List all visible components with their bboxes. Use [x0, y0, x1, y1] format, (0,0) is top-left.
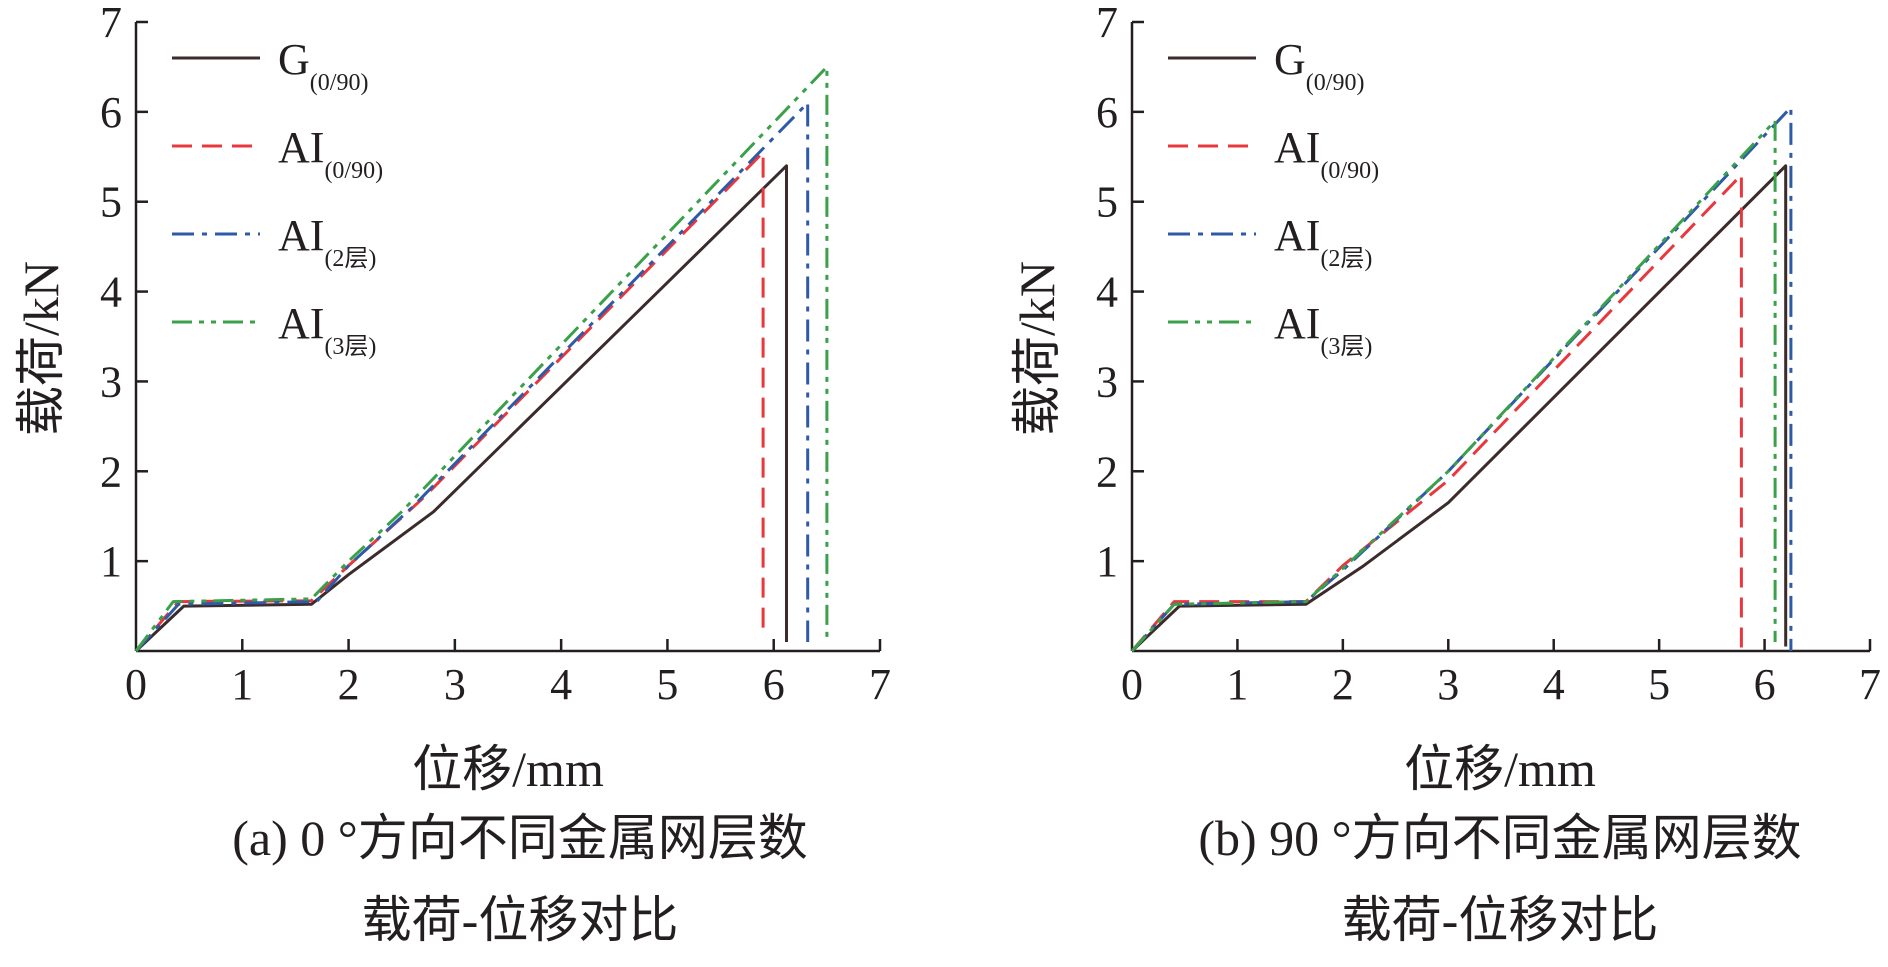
caption-line-2: 载荷-位移对比	[1342, 892, 1659, 948]
y-tick-label: 2	[100, 447, 122, 496]
y-tick-label: 3	[100, 357, 122, 406]
x-tick-label: 3	[1437, 660, 1459, 709]
legend-label: G(0/90)	[278, 35, 368, 96]
y-tick-label: 4	[1096, 268, 1118, 317]
legend-label-main: G	[1274, 35, 1306, 84]
x-axis-label: 位移/mm	[1404, 741, 1596, 797]
series-line-3	[1130, 105, 1793, 653]
legend-label: AI(0/90)	[278, 123, 383, 184]
series-line-2	[1130, 173, 1743, 652]
legend-label-main: G	[278, 35, 310, 84]
y-tick-label: 4	[100, 268, 122, 317]
x-tick-label: 1	[1226, 660, 1248, 709]
y-tick-label: 6	[100, 88, 122, 137]
series-line-1	[1130, 164, 1788, 653]
y-tick-label: 7	[1096, 0, 1118, 47]
y-tick-label: 7	[100, 0, 122, 47]
chart-panel-a: 0 1 2 3 4 5 6 71234567位移/mm载荷/kNG(0/90)AI(0/90)…	[13, 0, 891, 948]
series-line-4	[1130, 119, 1777, 653]
x-tick-label: 2	[1332, 660, 1354, 709]
y-axis-label: 载荷/kN	[1009, 261, 1065, 436]
legend-label: AI(2层)	[1274, 211, 1372, 272]
y-axis-label: 载荷/kN	[13, 261, 69, 436]
x-tick-label: 4	[1543, 660, 1565, 709]
x-tick-label: 6	[763, 660, 785, 709]
chart-panel-b: 0 1 2 3 4 5 6 71234567位移/mm载荷/kNG(0/90)AI(0/90)…	[1009, 0, 1881, 948]
legend-label-sub: (2层)	[1320, 246, 1372, 272]
x-tick-label: 7	[1859, 660, 1881, 709]
legend-label: AI(3层)	[278, 299, 376, 360]
legend-label-main: AI	[1274, 299, 1320, 348]
x-tick-label: 4	[550, 660, 572, 709]
caption-line-1: (a) 0 °方向不同金属网层数	[232, 810, 808, 866]
legend-label-sub: (0/90)	[324, 158, 383, 184]
y-tick-label: 6	[1096, 88, 1118, 137]
y-tick-label: 3	[1096, 357, 1118, 406]
legend: G(0/90)AI(0/90)AI(2层)AI(3层)	[172, 35, 383, 360]
legend-label-sub: (0/90)	[1306, 70, 1365, 96]
legend-label-sub: (0/90)	[310, 70, 369, 96]
x-tick-label: 6	[1754, 660, 1776, 709]
y-tick-label: 5	[1096, 178, 1118, 227]
legend-label: G(0/90)	[1274, 35, 1364, 96]
legend-label-main: AI	[278, 299, 324, 348]
legend-label: AI(3层)	[1274, 299, 1372, 360]
x-tick-label: 0	[125, 660, 147, 709]
legend-label-main: AI	[1274, 123, 1320, 172]
legend-label-sub: (2层)	[324, 246, 376, 272]
x-tick-label: 2	[338, 660, 360, 709]
series-line-2	[134, 150, 765, 652]
x-tick-label: 1	[231, 660, 253, 709]
y-tick-label: 5	[100, 178, 122, 227]
x-tick-label: 0	[1121, 660, 1143, 709]
x-tick-label: 5	[1648, 660, 1670, 709]
x-tick-label: 5	[656, 660, 678, 709]
x-tick-label: 7	[869, 660, 891, 709]
y-tick-label: 1	[1096, 537, 1118, 586]
legend-label-main: AI	[278, 123, 324, 172]
caption-line-1: (b) 90 °方向不同金属网层数	[1198, 810, 1801, 866]
y-tick-label: 1	[100, 537, 122, 586]
legend-label-sub: (3层)	[324, 334, 376, 360]
series-line-4	[134, 65, 829, 652]
legend-label: AI(0/90)	[1274, 123, 1379, 184]
legend-label: AI(2层)	[278, 211, 376, 272]
legend-label-sub: (0/90)	[1320, 158, 1379, 184]
legend-label-main: AI	[1274, 211, 1320, 260]
legend: G(0/90)AI(0/90)AI(2层)AI(3层)	[1168, 35, 1379, 360]
caption-line-2: 载荷-位移对比	[362, 892, 679, 948]
x-axis-label: 位移/mm	[412, 741, 604, 797]
legend-label-sub: (3层)	[1320, 334, 1372, 360]
series-line-3	[134, 101, 810, 653]
y-tick-label: 2	[1096, 447, 1118, 496]
x-tick-label: 3	[444, 660, 466, 709]
legend-label-main: AI	[278, 211, 324, 260]
series-line-1	[134, 164, 788, 653]
